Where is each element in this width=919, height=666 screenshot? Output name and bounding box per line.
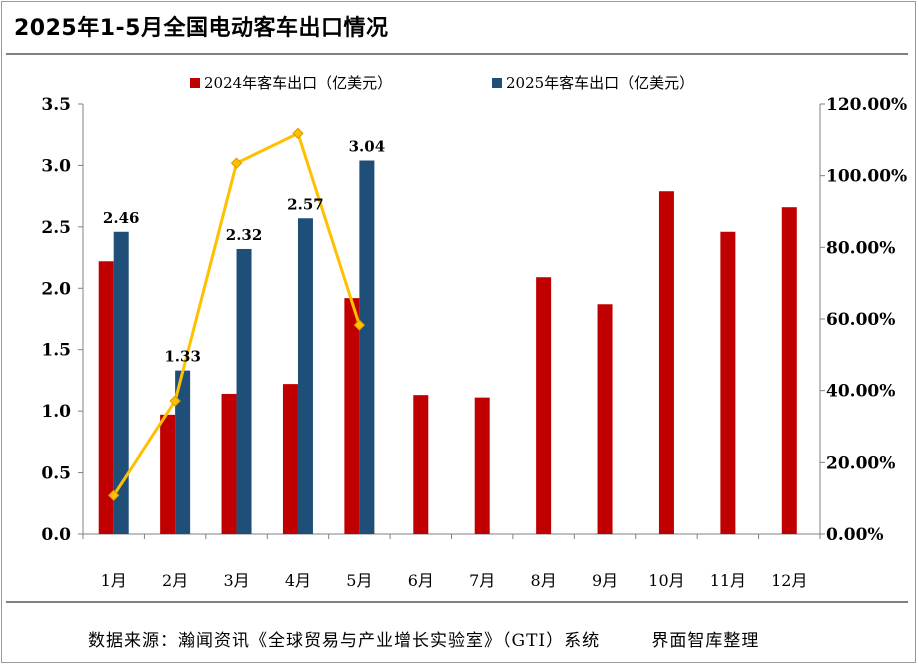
data-label-2025: 2.57: [287, 195, 324, 213]
bar-2024: [720, 231, 736, 534]
data-label-2025: 1.33: [164, 348, 201, 366]
data-label-2025: 2.46: [103, 209, 140, 227]
legend-swatch-2025: [492, 78, 502, 88]
x-tick-label: 2月: [162, 571, 188, 590]
y-right-tick-label: 40.00%: [826, 382, 895, 402]
y-right-tick-label: 60.00%: [826, 310, 895, 330]
y-right-tick-label: 80.00%: [826, 238, 895, 258]
bar-2025: [359, 160, 375, 534]
bar-2024: [781, 207, 797, 534]
data-label-2025: 2.32: [226, 226, 263, 244]
bar-2024: [536, 277, 552, 534]
x-tick-label: 9月: [592, 571, 618, 590]
bar-2024: [221, 393, 237, 534]
bar-series: [98, 160, 797, 534]
chart-axes: 0.0 0.5 1.0 1.5 2.0 2.5 3.0 3.5 0.00% 20.00% 40.00…: [41, 95, 907, 590]
bar-2024: [282, 384, 298, 534]
y-right-tick-label: 0.00%: [826, 525, 884, 545]
chart-legend: 2024年客车出口（亿美元） 2025年客车出口（亿美元）: [190, 74, 694, 92]
x-tick-label: 5月: [346, 571, 372, 590]
growth-line-point: [230, 157, 243, 169]
x-tick-label: 6月: [408, 571, 434, 590]
data-labels: 2.46 1.33 2.32 2.57 3.04: [103, 138, 385, 366]
bar-2025: [113, 231, 129, 534]
y-left-tick-label: 2.5: [41, 218, 71, 238]
y-left-tick-label: 0.5: [41, 464, 71, 484]
page-title: 2025年1-5月全国电动客车出口情况: [14, 16, 389, 41]
legend-label-2024: 2024年客车出口（亿美元）: [204, 74, 392, 92]
x-tick-label: 3月: [223, 571, 249, 590]
legend-swatch-2024: [190, 78, 200, 88]
x-tick-label: 12月: [771, 571, 807, 590]
growth-line-point: [169, 395, 181, 407]
x-tick-label: 8月: [531, 571, 557, 590]
bar-2025: [236, 248, 252, 534]
x-tick-label: 1月: [101, 571, 127, 590]
data-label-2025: 3.04: [349, 138, 386, 156]
y-left-tick-label: 2.0: [41, 279, 71, 299]
bar-2024: [160, 414, 176, 534]
y-left-tick-label: 0.0: [41, 525, 71, 545]
bar-2025: [297, 218, 313, 534]
y-left-tick-label: 3.0: [41, 156, 71, 176]
bar-2024: [658, 191, 674, 534]
bar-2025: [175, 370, 191, 534]
source-note: 数据来源：瀚闻资讯《全球贸易与产业增长实验室》（GTI）系统 界面智库整理: [88, 631, 760, 651]
y-right-tick-label: 100.00%: [826, 167, 907, 187]
x-tick-label: 10月: [648, 571, 684, 590]
x-tick-label: 11月: [710, 571, 746, 590]
growth-line-point: [353, 319, 366, 331]
footer-divider: [6, 601, 908, 603]
bar-2024: [597, 304, 613, 534]
bar-2024: [413, 395, 429, 534]
legend-label-2025: 2025年客车出口（亿美元）: [506, 74, 694, 92]
growth-line-point: [108, 489, 120, 502]
bar-line-chart: 0.0 0.5 1.0 1.5 2.0 2.5 3.0 3.5 0.00% 20.00% 40.00…: [41, 74, 907, 590]
y-right-tick-label: 20.00%: [826, 453, 895, 473]
y-left-tick-label: 1.5: [41, 341, 71, 361]
y-right-tick-label: 120.00%: [826, 95, 907, 115]
x-tick-label: 4月: [285, 571, 311, 590]
bar-2024: [98, 261, 114, 534]
title-divider: [6, 53, 908, 55]
bar-2024: [344, 298, 360, 534]
x-tick-label: 7月: [469, 571, 495, 590]
growth-line-series: [108, 127, 366, 502]
growth-line-point: [292, 127, 304, 140]
bar-2024: [474, 397, 490, 534]
y-left-tick-label: 3.5: [41, 95, 71, 115]
y-left-tick-label: 1.0: [41, 402, 71, 422]
